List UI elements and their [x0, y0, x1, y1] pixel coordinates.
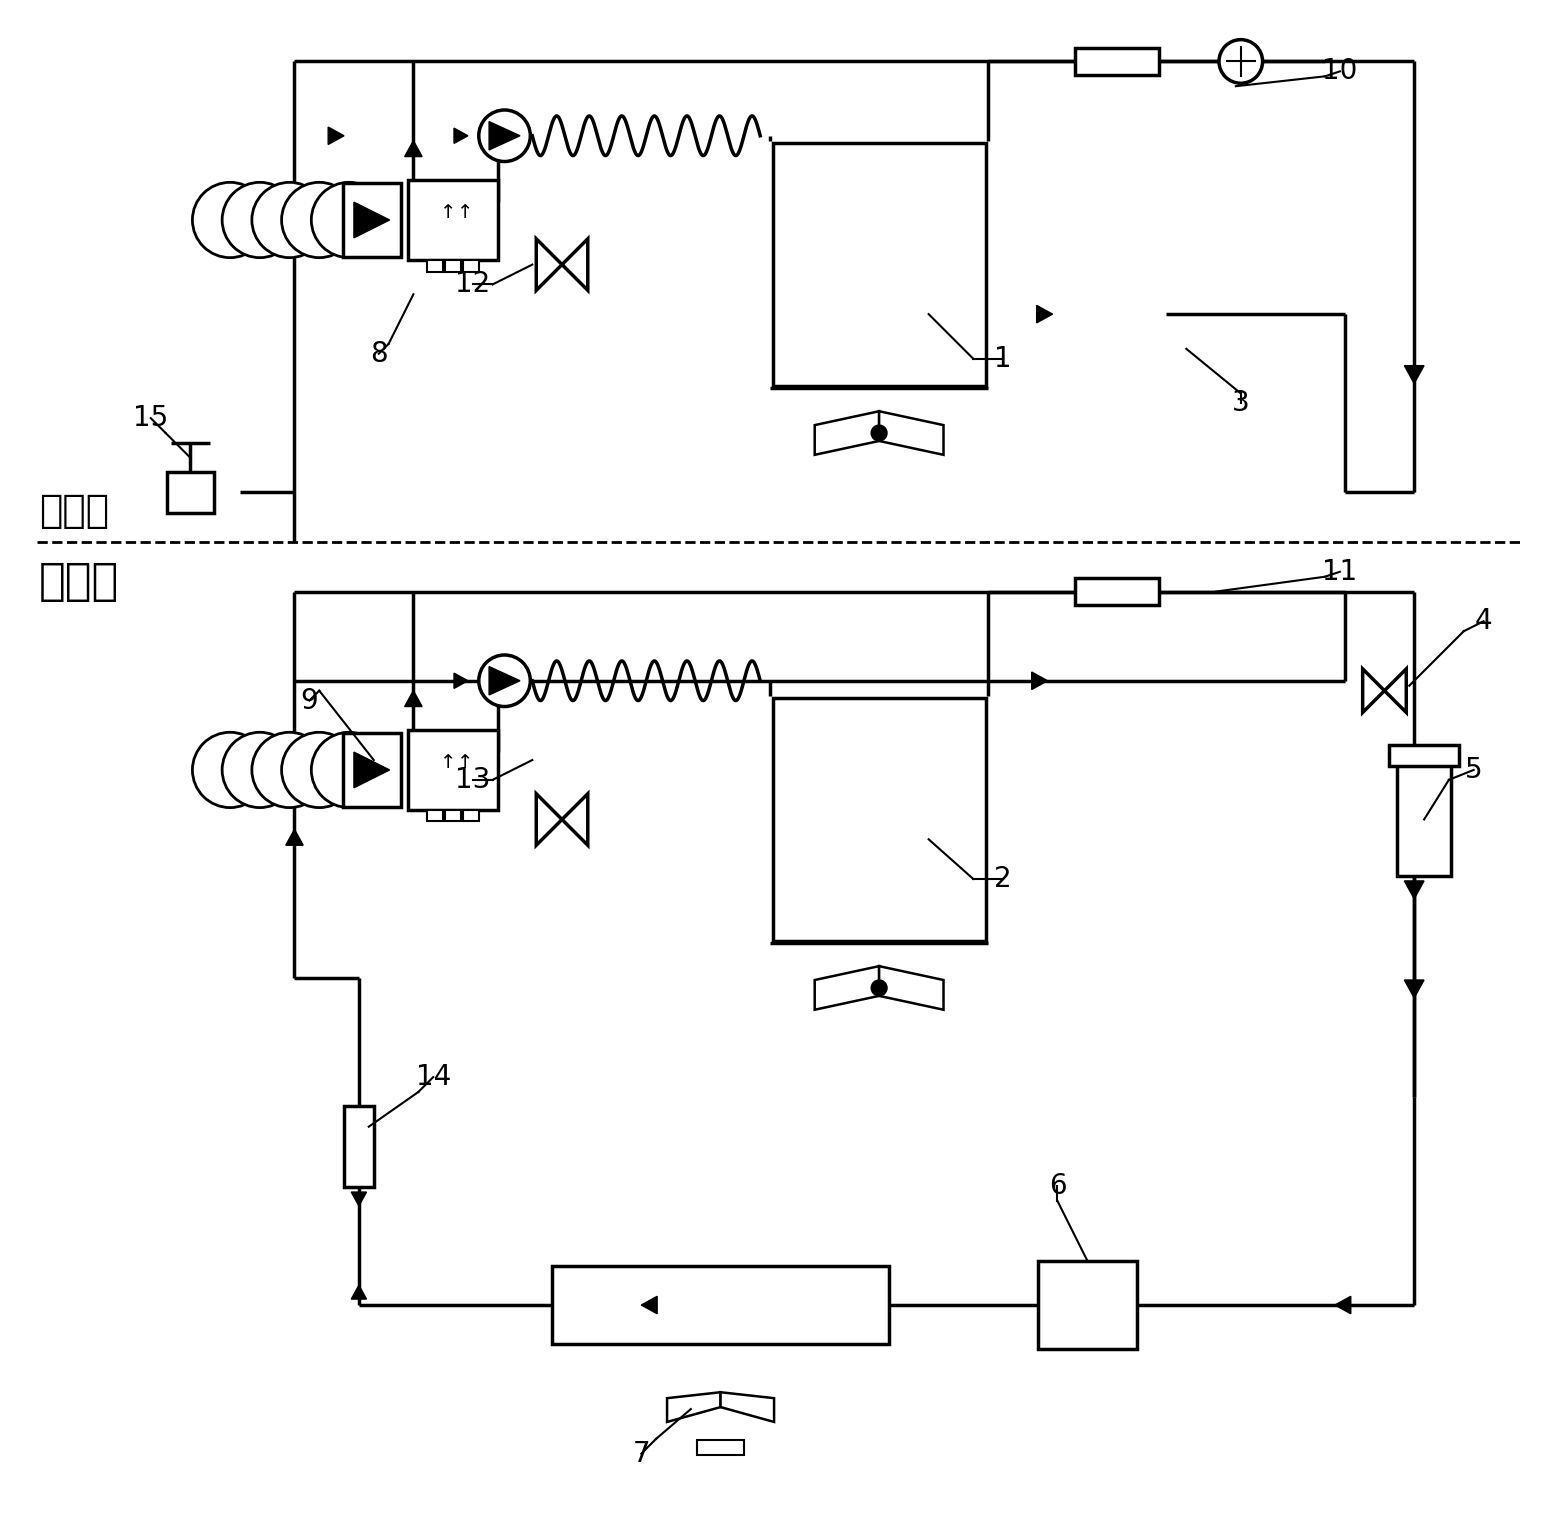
- Bar: [773, 144, 985, 386]
- Polygon shape: [353, 753, 389, 788]
- Polygon shape: [879, 411, 943, 455]
- Polygon shape: [352, 1193, 366, 1206]
- Bar: [1397, 762, 1451, 876]
- Polygon shape: [1037, 305, 1053, 322]
- Polygon shape: [1404, 365, 1423, 383]
- Text: ↑: ↑: [439, 203, 457, 221]
- Polygon shape: [536, 238, 561, 290]
- Polygon shape: [815, 411, 879, 455]
- Text: ↑: ↑: [457, 203, 472, 221]
- Circle shape: [252, 733, 327, 808]
- Circle shape: [222, 182, 297, 258]
- Text: 9: 9: [300, 687, 317, 715]
- Polygon shape: [353, 202, 389, 238]
- Bar: [167, 472, 214, 513]
- Text: 7: 7: [632, 1440, 651, 1467]
- Circle shape: [479, 655, 530, 707]
- Polygon shape: [561, 794, 588, 846]
- Text: 6: 6: [1048, 1173, 1067, 1200]
- Polygon shape: [490, 667, 519, 695]
- Bar: [446, 809, 461, 822]
- Text: 5: 5: [1465, 756, 1483, 783]
- Polygon shape: [561, 238, 588, 290]
- Polygon shape: [454, 673, 468, 689]
- Circle shape: [222, 733, 297, 808]
- Polygon shape: [1404, 881, 1423, 899]
- Text: 13: 13: [455, 767, 491, 794]
- Bar: [1389, 745, 1459, 767]
- Bar: [344, 1106, 374, 1186]
- Bar: [1074, 47, 1159, 75]
- Text: ↑: ↑: [439, 753, 457, 771]
- Text: 室内机: 室内机: [39, 492, 109, 530]
- Polygon shape: [668, 1393, 721, 1422]
- Polygon shape: [405, 140, 422, 157]
- Polygon shape: [490, 122, 519, 150]
- Polygon shape: [286, 829, 303, 846]
- Bar: [427, 809, 443, 822]
- Polygon shape: [1336, 1296, 1351, 1313]
- Text: 1: 1: [995, 345, 1012, 373]
- Text: 10: 10: [1322, 58, 1358, 86]
- Circle shape: [192, 182, 267, 258]
- Bar: [773, 698, 985, 941]
- Circle shape: [282, 182, 357, 258]
- Bar: [343, 183, 400, 257]
- Bar: [1037, 1261, 1137, 1348]
- Polygon shape: [1404, 980, 1423, 997]
- Circle shape: [192, 733, 267, 808]
- Circle shape: [311, 182, 386, 258]
- Polygon shape: [454, 128, 468, 144]
- Polygon shape: [536, 794, 561, 846]
- Polygon shape: [1362, 669, 1384, 713]
- Circle shape: [871, 425, 887, 441]
- Text: 11: 11: [1322, 557, 1358, 586]
- Text: 2: 2: [995, 864, 1012, 893]
- Bar: [463, 809, 479, 822]
- Polygon shape: [879, 967, 943, 1009]
- Polygon shape: [405, 690, 422, 707]
- Text: 顶置机: 顶置机: [39, 560, 119, 603]
- Circle shape: [282, 733, 357, 808]
- Polygon shape: [815, 967, 879, 1009]
- Bar: [427, 260, 443, 272]
- Text: 15: 15: [133, 405, 169, 432]
- Circle shape: [479, 110, 530, 162]
- Bar: [552, 1266, 888, 1344]
- Text: 3: 3: [1232, 389, 1250, 417]
- Polygon shape: [1032, 672, 1048, 690]
- Polygon shape: [1384, 669, 1406, 713]
- Polygon shape: [641, 1296, 657, 1313]
- Bar: [1074, 577, 1159, 605]
- Polygon shape: [352, 1286, 366, 1299]
- Circle shape: [871, 980, 887, 996]
- Polygon shape: [721, 1393, 774, 1422]
- Bar: [446, 260, 461, 272]
- Text: 14: 14: [416, 1063, 450, 1092]
- Bar: [463, 260, 479, 272]
- Circle shape: [311, 733, 386, 808]
- Polygon shape: [328, 127, 344, 145]
- Text: ↑: ↑: [457, 753, 472, 771]
- Bar: [698, 1440, 744, 1455]
- Bar: [343, 733, 400, 808]
- Text: 8: 8: [371, 341, 388, 368]
- Circle shape: [252, 182, 327, 258]
- Bar: [408, 730, 497, 809]
- Text: 12: 12: [455, 270, 491, 298]
- Circle shape: [1218, 40, 1262, 84]
- Text: 4: 4: [1475, 608, 1492, 635]
- Bar: [408, 180, 497, 260]
